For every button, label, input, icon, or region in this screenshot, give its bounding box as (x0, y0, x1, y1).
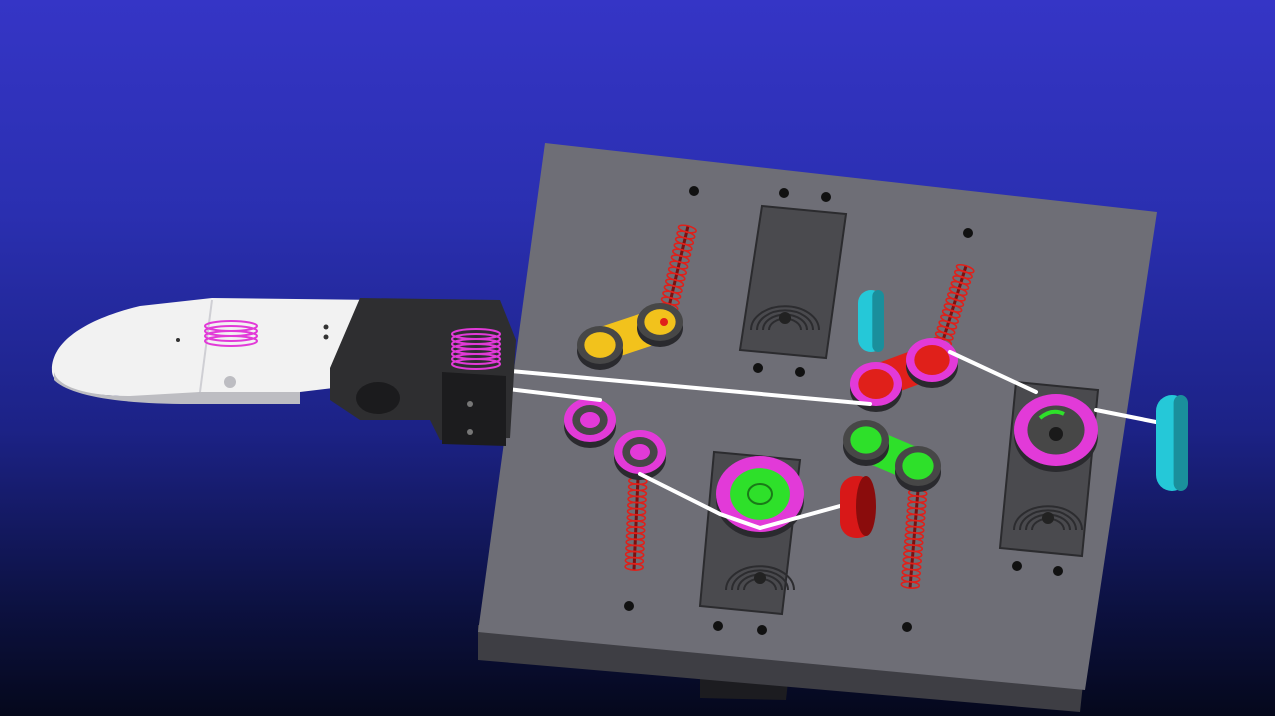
pulley-hub (730, 468, 790, 520)
finger-assembly (51, 298, 421, 404)
plate-face (478, 143, 1157, 690)
mounting-hole (902, 622, 912, 632)
coil-turn (451, 358, 501, 370)
pulley (850, 362, 902, 412)
pulley-hub (902, 452, 934, 480)
servo-horn-arc (756, 309, 814, 331)
knuckle-screw (467, 429, 473, 435)
joint-spring-proximal (451, 328, 501, 370)
servo-horn-arc (1019, 509, 1077, 531)
mounting-hole (1053, 566, 1063, 576)
pulley-large (1014, 394, 1098, 472)
finger-dot (323, 334, 329, 340)
spring-coil (624, 562, 644, 571)
finger-joint-line (199, 299, 213, 393)
plate-edge (478, 625, 1085, 712)
roller-face (856, 476, 876, 536)
mounting-hole (1012, 561, 1022, 571)
servo-shaft (1042, 512, 1054, 524)
coil-turn (451, 353, 501, 365)
knuckle-screw (467, 401, 473, 407)
spring-core (632, 477, 640, 571)
coil-turn (204, 335, 258, 347)
servo-shaft (779, 312, 791, 324)
pulley-hub (630, 444, 650, 460)
mounting-hole (757, 625, 767, 635)
spring-coil (900, 580, 921, 590)
servo-horn-arc (1013, 505, 1083, 531)
spring-anchor (660, 318, 668, 326)
base-plate (478, 143, 1157, 712)
servo-horn-arc (750, 305, 820, 331)
pulley-hub (858, 369, 894, 399)
cable-segment (948, 350, 1038, 394)
pulley (577, 326, 623, 370)
guide-side (872, 290, 884, 352)
pulley (906, 338, 958, 388)
pulley (637, 303, 683, 347)
mounting-hole (689, 186, 699, 196)
pulley-hub (580, 412, 600, 428)
pulley (843, 420, 889, 466)
servo-horn-arc (731, 569, 789, 591)
mounting-hole (963, 228, 973, 238)
servo-shaft (754, 572, 766, 584)
finger-link (51, 298, 421, 398)
servo-motor (738, 204, 848, 360)
cable-segment (498, 386, 602, 402)
cable-segment (1094, 408, 1168, 426)
knuckle-hole (356, 382, 400, 414)
spring-coils (624, 477, 648, 571)
mounting-hole (624, 601, 634, 611)
mounting-hole (753, 363, 763, 373)
mounting-hole (779, 188, 789, 198)
mounting-hole (795, 367, 805, 377)
finger-dot (176, 338, 180, 342)
finger-pin (224, 376, 236, 388)
finger-dot (323, 324, 329, 330)
cable-segment (638, 472, 842, 531)
pulley-large (716, 456, 804, 538)
tension-spring (624, 477, 648, 571)
pulley-bore (1049, 427, 1063, 441)
spring-core (938, 265, 968, 351)
pulley-bore (747, 483, 773, 505)
mounting-hole (821, 192, 831, 202)
knuckle-plate (442, 372, 506, 446)
coil-turn (204, 330, 258, 342)
pulley-key (1038, 409, 1065, 420)
tension-spring (931, 263, 975, 353)
spring-coils (931, 263, 975, 353)
cable-guide (858, 290, 884, 352)
joint-spring-distal (204, 320, 258, 347)
pulley-hub (850, 426, 882, 454)
pulley-hub (914, 345, 950, 375)
knuckle-joint (330, 298, 516, 446)
servo-horn-arc (725, 565, 795, 591)
finger-link-shade (54, 372, 300, 404)
servo-body (738, 204, 848, 360)
guide-side (1173, 395, 1188, 491)
mounting-hole (713, 621, 723, 631)
cable-guide (1156, 395, 1188, 491)
pulley (895, 446, 941, 492)
roller-red (840, 476, 876, 538)
pulley-hub (584, 332, 616, 358)
